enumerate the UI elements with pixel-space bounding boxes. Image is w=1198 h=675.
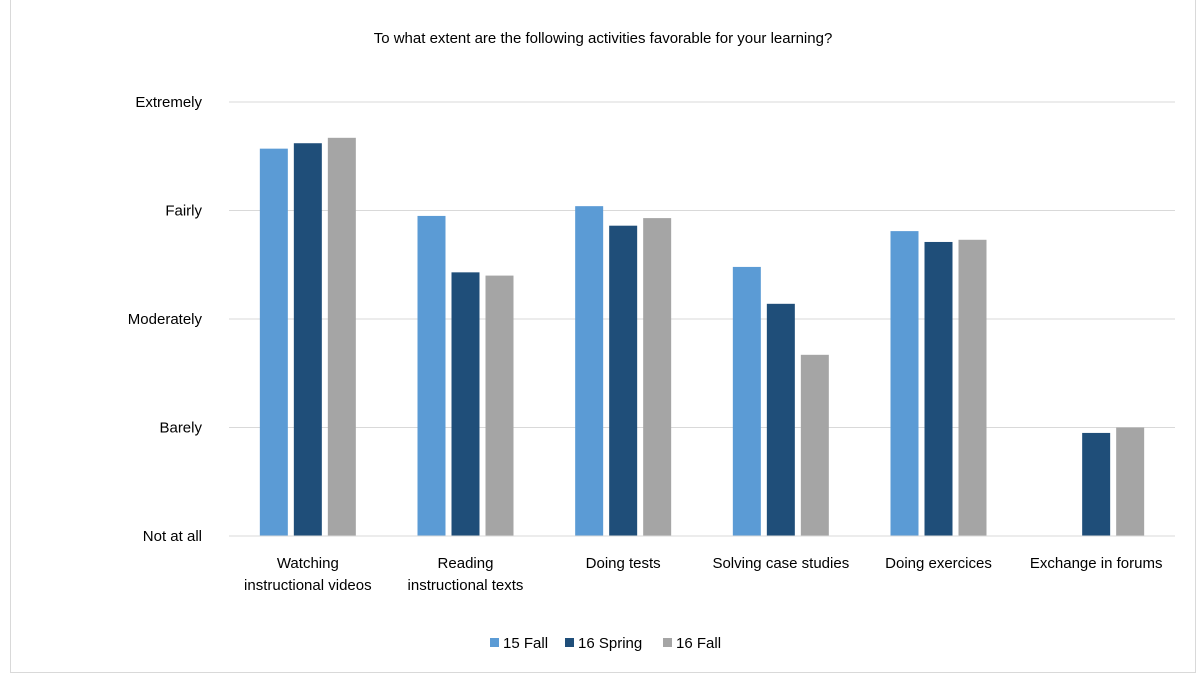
bar xyxy=(958,239,987,537)
bars xyxy=(259,137,1145,537)
bar xyxy=(259,148,288,536)
chart-frame xyxy=(10,0,1196,673)
y-tick-label: Not at all xyxy=(143,528,202,545)
bar xyxy=(1082,432,1111,536)
bar xyxy=(293,143,322,537)
bar xyxy=(451,272,480,536)
y-axis-ticks: Not at all Barely Moderately Fairly Extremel… xyxy=(128,94,203,545)
x-tick-label: Doing tests xyxy=(586,555,661,572)
bar xyxy=(766,303,795,536)
bar xyxy=(732,266,761,536)
bar xyxy=(417,215,446,537)
legend-swatch xyxy=(663,638,672,647)
bar xyxy=(327,137,356,536)
y-tick-label: Barely xyxy=(159,420,202,437)
x-tick-label: Exchange in forums xyxy=(1030,555,1163,572)
bar xyxy=(1116,427,1145,536)
y-tick-label: Extremely xyxy=(135,94,202,111)
bar xyxy=(609,225,638,536)
bar xyxy=(890,231,919,537)
x-tick-label: Reading xyxy=(438,555,494,572)
x-axis-ticks: Watching instructional videos Reading instr… xyxy=(244,555,1162,594)
x-tick-label: instructional texts xyxy=(408,577,524,594)
legend-label: 16 Fall xyxy=(676,635,721,652)
legend-swatch xyxy=(565,638,574,647)
bar xyxy=(575,206,604,536)
y-tick-label: Fairly xyxy=(165,203,202,220)
x-tick-label: instructional videos xyxy=(244,577,372,594)
legend-label: 16 Spring xyxy=(578,635,642,652)
bar xyxy=(800,354,829,536)
bar xyxy=(485,275,514,536)
x-tick-label: Watching xyxy=(277,555,339,572)
bar xyxy=(924,241,953,536)
legend: 15 Fall 16 Spring 16 Fall xyxy=(490,635,721,652)
legend-label: 15 Fall xyxy=(503,635,548,652)
y-tick-label: Moderately xyxy=(128,311,203,328)
chart-title: To what extent are the following activit… xyxy=(374,30,833,47)
x-tick-label: Solving case studies xyxy=(712,555,849,572)
x-tick-label: Doing exercices xyxy=(885,555,992,572)
legend-swatch xyxy=(490,638,499,647)
gridlines xyxy=(229,101,1175,428)
bar xyxy=(643,218,672,536)
